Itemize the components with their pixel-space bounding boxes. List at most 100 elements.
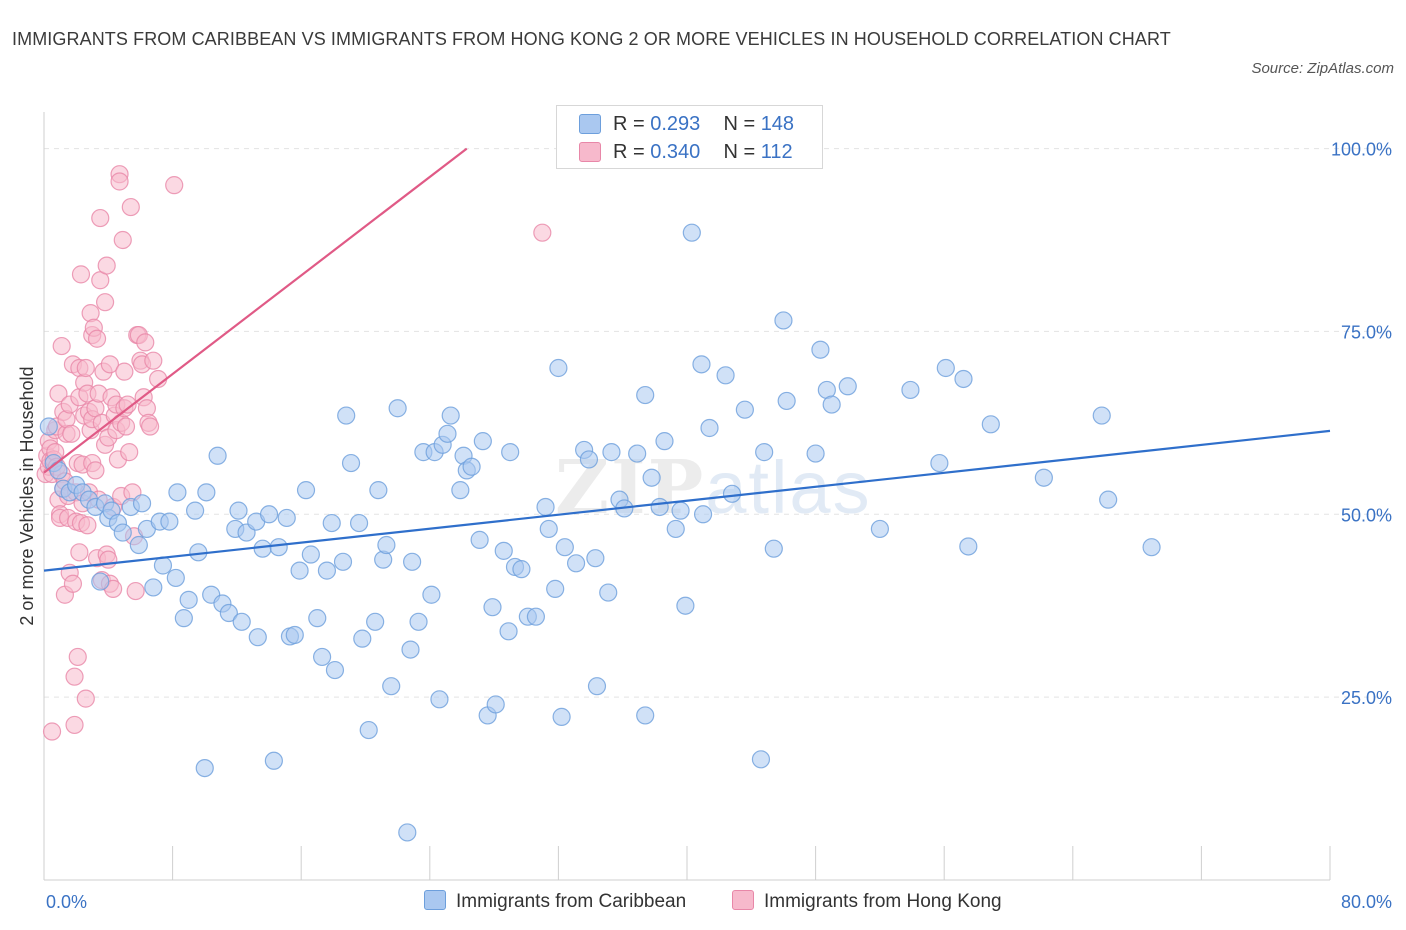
r-label: R = — [613, 113, 651, 135]
caribbean-point — [186, 501, 205, 520]
caribbean-point — [959, 537, 978, 556]
caribbean-point — [39, 417, 58, 436]
caribbean-point — [168, 483, 187, 502]
caribbean-point — [317, 561, 337, 580]
caribbean-point — [197, 483, 216, 502]
caribbean-point — [409, 612, 428, 631]
caribbean-point — [486, 695, 505, 714]
caribbean-point — [599, 583, 618, 602]
caribbean-point — [539, 519, 558, 539]
r-value: 0.293 — [650, 113, 701, 135]
hongkong-point — [533, 223, 552, 242]
hongkong-point — [78, 516, 97, 535]
caribbean-point — [473, 432, 492, 451]
hongkong-point — [97, 256, 116, 275]
caribbean-point — [546, 579, 565, 598]
caribbean-point — [333, 552, 353, 571]
caribbean-point — [755, 443, 774, 462]
caribbean-point — [341, 453, 361, 473]
caribbean-point — [174, 609, 193, 628]
n-label: N = — [723, 141, 761, 163]
hongkong-point — [165, 176, 184, 195]
caribbean-point — [822, 395, 841, 414]
hongkong-point — [115, 362, 134, 381]
caribbean-point — [470, 530, 489, 549]
caribbean-point — [536, 497, 555, 517]
caribbean-point — [586, 549, 605, 568]
chart-title: IMMIGRANTS FROM CARIBBEAN VS IMMIGRANTS … — [12, 29, 1171, 49]
hongkong-legend-swatch — [732, 890, 754, 910]
caribbean-point — [451, 481, 470, 500]
caribbean-point — [501, 443, 520, 462]
caribbean-point — [692, 355, 711, 374]
hongkong-point — [76, 689, 95, 708]
caribbean-point — [666, 519, 685, 539]
caribbean-point — [650, 497, 669, 517]
caribbean-point — [366, 612, 385, 631]
caribbean-trend-line — [43, 429, 1331, 572]
caribbean-point — [430, 690, 449, 709]
n-label: N = — [723, 113, 761, 135]
stats-legend: R = 0.293 N = 148 R = 0.340 N = 112 — [556, 105, 823, 169]
caribbean-point — [483, 598, 502, 617]
hongkong-point — [68, 647, 87, 667]
hongkong-point — [71, 265, 91, 284]
caribbean-point — [285, 625, 304, 645]
caribbean-point — [1099, 490, 1118, 509]
hongkong-trend-line — [43, 147, 468, 474]
hongkong-point — [95, 293, 115, 312]
caribbean-point — [1142, 538, 1161, 557]
hongkong-point — [126, 581, 145, 601]
caribbean-point — [422, 585, 441, 604]
caribbean-point — [526, 607, 545, 626]
hongkong-point — [100, 355, 120, 374]
caribbean-point — [636, 706, 655, 725]
caribbean-point — [552, 707, 571, 726]
legend-item-caribbean: Immigrants from Caribbean — [424, 889, 686, 915]
caribbean-point — [160, 512, 179, 531]
caribbean-point — [253, 539, 272, 558]
caribbean-point — [369, 481, 388, 500]
caribbean-point — [628, 444, 647, 463]
caribbean-point — [602, 443, 621, 462]
caribbean-point — [208, 446, 227, 465]
legend-item-hongkong: Immigrants from Hong Kong — [732, 889, 1002, 915]
y-tick-label: 100.0% — [1331, 140, 1392, 160]
caribbean-point — [337, 406, 356, 425]
caribbean-point — [264, 751, 283, 770]
hongkong-point — [118, 395, 137, 414]
hongkong-point — [62, 424, 81, 443]
caribbean-point — [113, 523, 132, 542]
caribbean-point — [777, 391, 796, 411]
caribbean-point — [359, 720, 378, 740]
caribbean-point — [930, 453, 949, 473]
caribbean-point — [693, 505, 713, 524]
hongkong-point — [140, 417, 160, 436]
caribbean-point — [555, 538, 574, 557]
caribbean-point — [179, 590, 198, 609]
y-tick-label: 75.0% — [1341, 322, 1392, 342]
caribbean-point — [642, 468, 661, 487]
caribbean-point — [129, 535, 148, 555]
hongkong-point — [65, 715, 84, 735]
caribbean-point — [806, 444, 825, 463]
caribbean-point — [1092, 406, 1111, 425]
caribbean-point — [312, 647, 332, 667]
caribbean-point — [1034, 468, 1053, 487]
caribbean-point — [153, 556, 173, 575]
caribbean-point — [764, 539, 783, 558]
caribbean-point — [901, 380, 920, 400]
hongkong-point — [99, 550, 118, 569]
caribbean-point — [579, 450, 599, 469]
hongkong-point — [136, 333, 155, 352]
hongkong-point — [65, 667, 84, 686]
caribbean-point — [936, 358, 955, 378]
caribbean-legend-swatch — [424, 890, 446, 910]
caribbean-point — [144, 578, 163, 597]
hongkong-point — [70, 543, 89, 562]
caribbean-point — [401, 640, 420, 659]
caribbean-point — [195, 758, 214, 778]
caribbean-point — [308, 609, 327, 628]
caribbean-point — [438, 424, 457, 443]
y-tick-label: 25.0% — [1341, 688, 1392, 708]
